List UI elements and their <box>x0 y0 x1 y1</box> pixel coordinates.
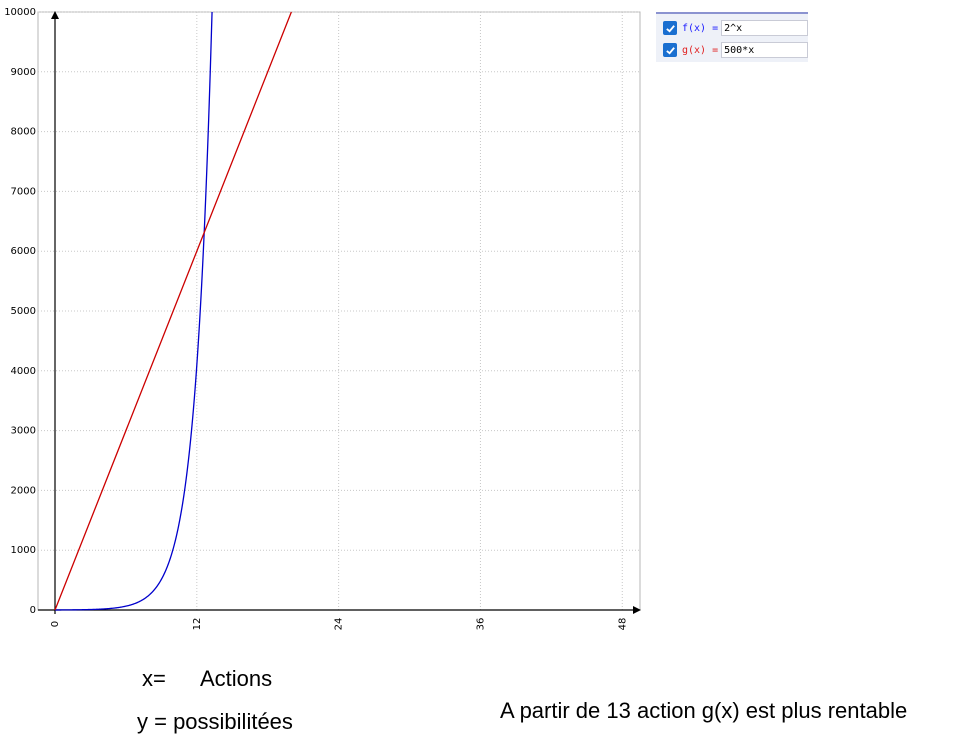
functions-panel: f(x) = 2^x g(x) = 500*x <box>656 12 808 62</box>
series-line-f <box>55 11 213 611</box>
x-axis-arrow <box>633 606 641 614</box>
checkmark-icon <box>665 46 675 55</box>
y-tick-label: 9000 <box>11 67 36 78</box>
graph-plot: 0 1000 2000 3000 4000 5000 6000 7000 8000 9000 100… <box>4 7 641 631</box>
x-tick-labels: 0 12 24 36 48 <box>50 618 628 631</box>
series-layer <box>54 11 292 611</box>
note-y-line: y = possibilitées <box>137 709 293 734</box>
function-g-checkbox[interactable] <box>663 43 677 57</box>
y-tick-label: 1000 <box>11 545 36 556</box>
x-tick-label: 24 <box>334 618 345 631</box>
function-row-f[interactable]: f(x) = 2^x <box>656 18 808 38</box>
grid-lines <box>38 11 640 610</box>
x-tick-label: 48 <box>617 618 628 631</box>
function-g-expression-input[interactable]: 500*x <box>721 42 808 58</box>
x-tick-label: 36 <box>475 618 486 631</box>
y-tick-label: 3000 <box>11 426 36 437</box>
function-f-label: f(x) = <box>682 22 719 34</box>
note-x-label: x= <box>142 666 166 691</box>
y-tick-label: 7000 <box>11 186 36 197</box>
function-g-label: g(x) = <box>682 44 719 56</box>
y-tick-labels: 0 1000 2000 3000 4000 5000 6000 7000 8000 9000 100… <box>4 7 36 616</box>
axes <box>38 11 641 614</box>
y-tick-label: 6000 <box>11 246 36 257</box>
y-axis-arrow <box>51 11 59 19</box>
note-x-value: Actions <box>200 666 273 691</box>
function-row-g[interactable]: g(x) = 500*x <box>656 40 808 60</box>
function-f-expression-input[interactable]: 2^x <box>721 20 808 36</box>
y-tick-label: 10000 <box>4 7 36 18</box>
function-f-checkbox[interactable] <box>663 21 677 35</box>
y-tick-label: 8000 <box>11 127 36 138</box>
series-line-g <box>54 11 292 611</box>
y-tick-label: 2000 <box>11 485 36 496</box>
y-tick-label: 4000 <box>11 366 36 377</box>
y-tick-label: 5000 <box>11 306 36 317</box>
checkmark-icon <box>665 24 675 33</box>
y-tick-label: 0 <box>30 605 36 616</box>
x-tick-label: 0 <box>50 621 61 627</box>
conclusion-text: A partir de 13 action g(x) est plus rent… <box>500 698 908 723</box>
x-tick-label: 12 <box>192 618 203 631</box>
